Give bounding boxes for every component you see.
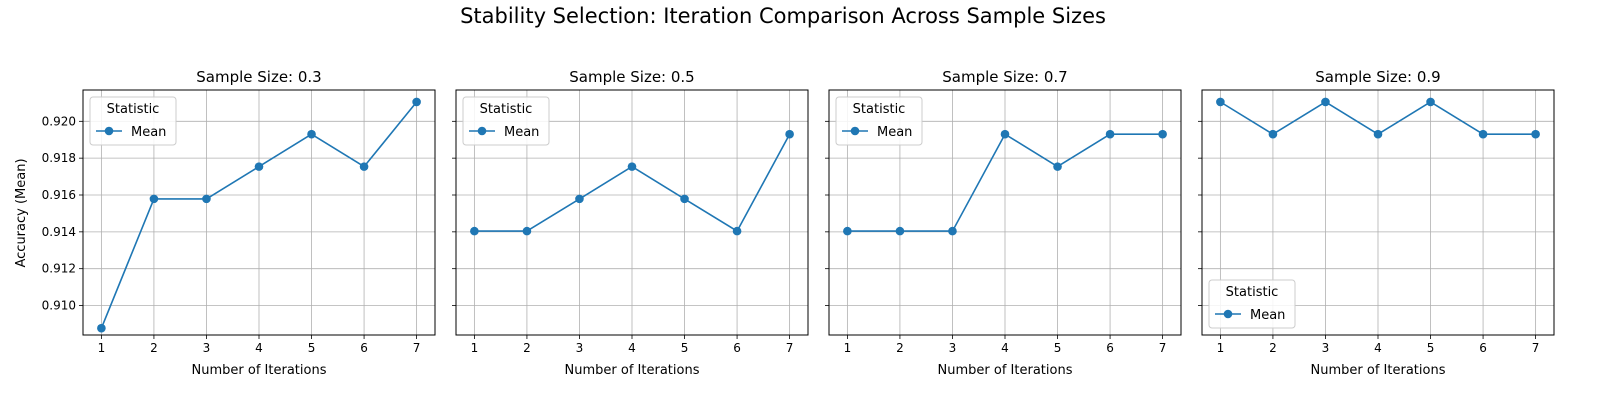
legend-title: Statistic [1226,285,1279,300]
data-point [1373,129,1383,139]
data-point [412,97,421,107]
legend-marker-swatch [477,126,487,136]
data-point [1478,129,1488,139]
x-tick-label: 5 [1427,341,1435,355]
x-tick-label: 2 [896,341,904,355]
data-point [627,162,637,171]
legend: Statistic Mean [835,96,923,146]
data-point [1531,129,1540,139]
y-tick-label: 0.916 [42,188,76,202]
x-tick-label: 1 [98,341,106,355]
x-tick-label: 2 [150,341,158,355]
data-point [843,226,852,236]
data-point [1426,97,1435,107]
x-tick-label: 5 [308,341,316,355]
legend-title: Statistic [480,102,533,117]
x-tick-label: 7 [1159,341,1167,355]
y-tick-label: 0.914 [42,225,76,239]
data-point [895,226,905,236]
legend-title: Statistic [107,102,160,117]
data-point [1158,129,1167,139]
x-tick-label: 2 [523,341,531,355]
legend: Statistic Mean [1208,279,1296,329]
legend: Statistic Mean [462,96,550,146]
x-tick-label: 5 [681,341,689,355]
data-point [1053,162,1062,171]
subplot-4: Sample Size: 0.9 1 2 3 4 5 6 7 Number of Iterati… [1198,68,1555,378]
x-tick-label: 6 [1106,341,1114,355]
x-tick-label: 4 [255,341,263,355]
x-tick-label: 2 [1269,341,1277,355]
data-point [522,226,532,236]
x-tick-label: 1 [471,341,479,355]
legend-entry-label: Mean [131,125,166,140]
subplot-1: Sample Size: 0.3 1 2 3 4 5 6 7 0.910 0.912 0.914 0.… [42,68,436,378]
subplot-3: Sample Size: 0.7 1 2 3 4 5 6 7 Number of Iterati… [825,68,1182,378]
x-tick-label: 5 [1054,341,1062,355]
x-axis-label: Number of Iterations [1311,363,1446,378]
data-point [470,226,479,236]
data-point [1321,97,1330,107]
data-point [307,129,316,139]
data-point [948,226,957,236]
legend-entry-label: Mean [504,125,539,140]
data-point [359,162,369,171]
x-tick-label: 7 [413,341,421,355]
x-tick-label: 3 [576,341,584,355]
data-point [680,194,689,204]
y-tick-label: 0.912 [42,262,76,276]
data-point [575,194,584,204]
x-tick-label: 3 [1322,341,1330,355]
legend-marker-swatch [104,126,114,136]
data-point [1000,129,1010,139]
x-tick-label: 4 [1001,341,1009,355]
legend: Statistic Mean [89,96,177,146]
x-tick-label: 3 [203,341,211,355]
axes-frame [1201,89,1555,336]
data-point [1268,129,1278,139]
x-tick-label: 6 [733,341,741,355]
x-tick-label: 7 [786,341,794,355]
legend-entry-label: Mean [1250,308,1285,323]
legend-marker-swatch [1223,309,1233,319]
data-point [1216,97,1225,107]
subplot-2: Sample Size: 0.5 1 2 3 4 5 6 7 Number of Iterati… [452,68,809,378]
data-point [1105,129,1115,139]
subplot-title: Sample Size: 0.3 [196,68,321,86]
data-point [202,194,211,204]
data-point [785,129,794,139]
y-axis-label: Accuracy (Mean) [14,158,29,267]
x-tick-label: 4 [1374,341,1382,355]
data-point [97,323,106,333]
x-tick-label: 3 [949,341,957,355]
legend-title: Statistic [853,102,906,117]
x-axis-label: Number of Iterations [192,363,327,378]
subplots: Sample Size: 0.3 1 2 3 4 5 6 7 0.910 0.912 0.914 0.… [42,68,1555,378]
y-tick-label: 0.918 [42,151,76,165]
x-tick-label: 1 [844,341,852,355]
data-point [732,226,742,236]
subplot-title: Sample Size: 0.5 [569,68,694,86]
data-point [149,194,159,204]
x-tick-label: 6 [1479,341,1487,355]
subplot-title: Sample Size: 0.7 [942,68,1067,86]
legend-marker-swatch [850,126,860,136]
x-tick-label: 1 [1217,341,1225,355]
data-point [254,162,264,171]
x-tick-label: 7 [1532,341,1540,355]
x-axis-label: Number of Iterations [938,363,1073,378]
axes-frame [828,89,1182,336]
y-tick-label: 0.910 [42,299,76,313]
x-tick-label: 6 [360,341,368,355]
x-axis-label: Number of Iterations [565,363,700,378]
x-tick-label: 4 [628,341,636,355]
y-tick-label: 0.920 [42,114,76,128]
axes-frame [82,89,436,336]
figure-title: Stability Selection: Iteration Compariso… [460,4,1106,28]
subplot-title: Sample Size: 0.9 [1315,68,1440,86]
axes-frame [455,89,809,336]
legend-entry-label: Mean [877,125,912,140]
